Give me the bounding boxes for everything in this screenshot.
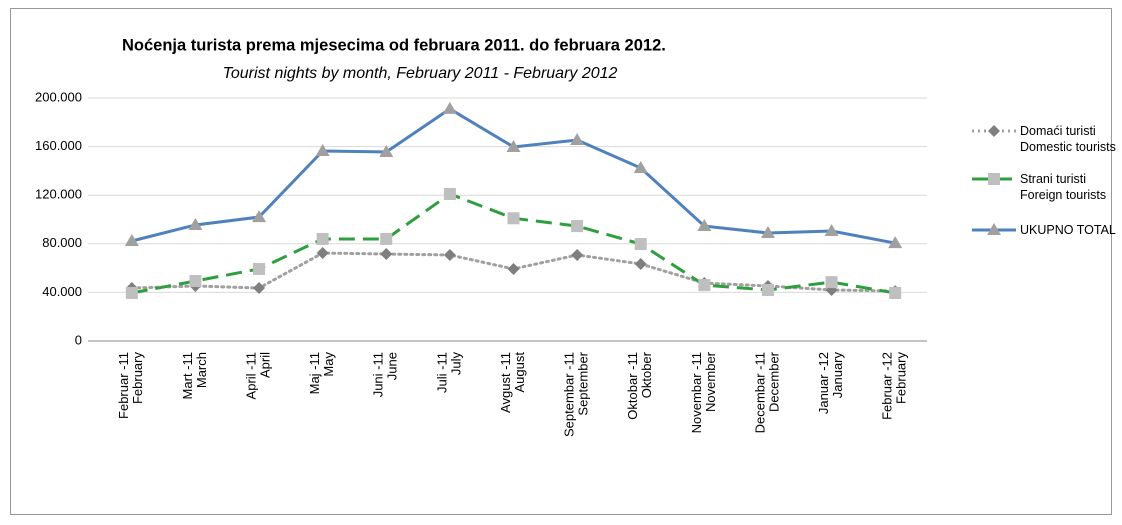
marker [507, 262, 520, 275]
x-tick-label: Maj -11 May [307, 352, 336, 395]
marker [988, 125, 1000, 137]
x-tick-label-line: Mart -11 [180, 352, 195, 399]
y-tick-label: 0 [75, 332, 82, 347]
marker [380, 248, 393, 261]
marker [253, 282, 266, 295]
frame [10, 8, 1112, 515]
y-tick-label: 160.000 [35, 138, 82, 153]
x-tick-label-line: February [894, 352, 909, 405]
x-tick-label-line: February [130, 352, 145, 405]
y-tick-label: 80.000 [42, 235, 82, 250]
x-tick-label-line: Decembar -11 [752, 352, 767, 433]
marker [888, 236, 903, 249]
marker [570, 133, 585, 146]
marker [571, 248, 584, 261]
marker [125, 287, 138, 300]
marker [988, 173, 1000, 185]
x-tick-label-line: August [512, 352, 527, 393]
x-tick-label: Juli -11 July [434, 352, 463, 393]
y-tick-label: 200.000 [35, 89, 82, 104]
marker [571, 220, 584, 233]
marker [825, 276, 838, 289]
legend-label: Strani turisti Foreign tourists [1020, 172, 1107, 202]
y-tick-label: 40.000 [42, 284, 82, 299]
marker [698, 279, 711, 292]
x-tick-label-line: Juli -11 [434, 352, 449, 393]
x-tick-label-line: January [830, 352, 845, 399]
x-tick-label-line: Septembar -11 [562, 352, 577, 437]
x-tick-label-line: Januar -12 [816, 352, 831, 414]
x-tick-label: April -11 April [243, 352, 272, 400]
x-tick-label: Februar -11 February [116, 352, 145, 419]
x-tick-label-line: April [257, 352, 272, 378]
x-tick-label-line: November [703, 351, 718, 412]
x-tick-label-line: Oktobar -11 [625, 352, 640, 420]
marker [634, 238, 647, 251]
legend-label: UKUPNO TOTAL [1020, 223, 1116, 237]
marker [252, 210, 267, 223]
x-tick-label-line: Novembar -11 [689, 352, 704, 433]
x-tick-label-line: December [766, 351, 781, 412]
x-tick-label-line: May [321, 352, 336, 377]
x-tick-label-line: April -11 [243, 352, 258, 399]
marker [316, 247, 329, 260]
marker [189, 274, 202, 287]
x-tick-label: Mart -11 March [180, 352, 209, 399]
marker [507, 212, 520, 225]
legend-label: Domaći turisti Domestic tourists [1020, 124, 1116, 154]
x-tick-label-line: Oktober [639, 351, 654, 398]
x-tick-label: Februar -12 February [880, 352, 909, 420]
marker [634, 257, 647, 270]
x-tick-label: Juni -11 June [371, 352, 400, 397]
y-tick-label: 120.000 [35, 187, 82, 202]
x-tick-label-line: Avgust -11 [498, 352, 513, 413]
x-tick-label: Avgust -11 August [498, 352, 527, 413]
x-tick-label: Januar -12 January [816, 352, 845, 415]
marker [697, 219, 712, 232]
x-tick-label-line: July [448, 352, 463, 376]
x-tick-label: Novembar -11 November [689, 351, 718, 433]
marker [824, 224, 839, 237]
marker [761, 283, 774, 296]
x-tick-label-line: June [385, 352, 400, 380]
x-tick-label-line: March [194, 352, 209, 388]
x-tick-label-line: Juni -11 [371, 352, 386, 397]
marker [316, 232, 329, 245]
x-tick-label-line: Februar -11 [116, 352, 131, 419]
x-tick-label: Septembar -11 September [562, 351, 591, 437]
marker [379, 144, 394, 157]
marker [889, 287, 902, 300]
chart-subtitle: Tourist nights by month, February 2011 -… [223, 65, 618, 82]
x-tick-label-line: September [576, 351, 591, 415]
x-tick-label: Decembar -11 December [752, 351, 781, 433]
marker [633, 160, 648, 173]
marker [443, 248, 456, 261]
marker [380, 232, 393, 245]
marker [188, 217, 203, 230]
chart-title: Noćenja turista prema mjesecima od febru… [122, 36, 666, 54]
marker [315, 143, 330, 156]
marker [443, 187, 456, 200]
marker [506, 139, 521, 152]
marker [760, 225, 775, 238]
marker [442, 101, 457, 114]
marker [253, 262, 266, 275]
x-tick-label-line: Maj -11 [307, 352, 322, 394]
marker [124, 234, 139, 247]
x-tick-label-line: Februar -12 [880, 352, 895, 420]
x-tick-label: Oktobar -11 Oktober [625, 351, 654, 419]
marker [987, 223, 1001, 235]
